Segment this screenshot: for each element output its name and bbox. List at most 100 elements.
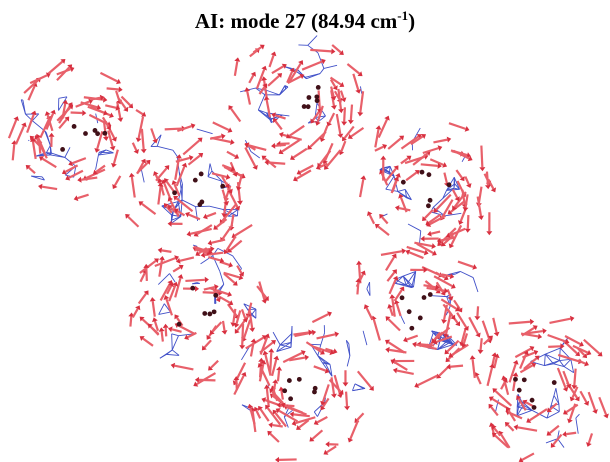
atom [202, 311, 207, 316]
arrow-shaft [190, 229, 211, 234]
arrow-head [325, 441, 329, 447]
bond [159, 304, 165, 315]
arrow-shaft [197, 373, 216, 384]
arrow-shaft [166, 328, 167, 337]
bond [32, 121, 44, 131]
arrow-shaft [107, 88, 119, 89]
atom [207, 312, 212, 317]
atom [447, 182, 452, 187]
arrow-shaft [270, 434, 279, 442]
bond [320, 68, 324, 73]
atom [212, 309, 217, 314]
arrow-shaft [357, 413, 363, 420]
arrow-head [77, 177, 81, 183]
bond [460, 271, 473, 277]
arrow-shaft [406, 173, 416, 181]
arrow-shaft [378, 226, 389, 235]
arrow-head [222, 330, 228, 334]
arrow-shaft [247, 91, 250, 104]
arrow-shaft [401, 137, 418, 149]
arrow-head [420, 236, 424, 242]
displacement-arrows [9, 45, 609, 462]
bond [363, 331, 367, 345]
bond [308, 36, 317, 46]
arrow-shaft [501, 382, 505, 390]
atom [427, 172, 432, 177]
arrow-shaft [77, 195, 88, 198]
atom [83, 131, 88, 136]
bond [576, 414, 580, 418]
arrow-shaft [155, 321, 158, 331]
arrow-shaft [322, 125, 327, 138]
arrow-shaft [353, 74, 358, 90]
bond [564, 359, 571, 366]
arrow-head [239, 345, 245, 349]
arrow-shaft [213, 122, 229, 130]
arrow-head [275, 457, 279, 462]
arrow-shaft [117, 102, 120, 118]
arrow-shaft [341, 91, 344, 99]
arrow-shaft [481, 338, 482, 350]
bond [558, 439, 565, 448]
atom [95, 131, 100, 136]
bond [65, 147, 70, 157]
bond [267, 91, 279, 95]
bond [576, 418, 578, 434]
arrow-head [342, 382, 348, 386]
bond [47, 145, 51, 152]
bond [462, 157, 464, 161]
arrow-shaft [337, 114, 341, 134]
bond [172, 334, 179, 336]
bond [432, 296, 447, 297]
atom [213, 293, 218, 298]
atom [522, 377, 527, 382]
title-superscript: -1 [397, 8, 408, 23]
arrow-shaft [207, 213, 216, 217]
atom [400, 295, 405, 300]
arrow-shaft [205, 340, 212, 347]
atom [426, 203, 431, 208]
arrow-shaft [269, 55, 273, 67]
arrow-head [136, 138, 142, 143]
arrow-shaft [173, 267, 180, 271]
arrow-head [230, 139, 235, 145]
atom [220, 184, 225, 189]
arrow-shaft [444, 173, 446, 183]
bond [141, 169, 144, 182]
bond [551, 395, 554, 406]
bond [305, 77, 306, 78]
bond [314, 412, 317, 417]
arrow-shaft [239, 174, 242, 187]
arrow-head [389, 294, 395, 298]
arrow-shaft [158, 186, 160, 204]
arrow-shaft [487, 172, 488, 186]
arrow-shaft [33, 142, 36, 159]
arrow-shaft [452, 345, 468, 355]
arrow-shaft [211, 361, 218, 368]
arrow-head [395, 205, 400, 211]
bond [258, 95, 264, 110]
arrow-shaft [242, 324, 243, 345]
bond [517, 410, 532, 415]
bond [321, 333, 325, 345]
arrow-head [412, 342, 417, 348]
arrow-shaft [132, 177, 135, 198]
arrow-shaft [550, 426, 559, 433]
atom [530, 398, 535, 403]
arrow-shaft [344, 107, 345, 121]
arrow-shaft [566, 433, 576, 434]
arrow-shaft [69, 171, 83, 178]
figure-title: AI: mode 27 (84.94 cm-1) [195, 8, 415, 33]
arrow-head [195, 286, 199, 292]
arrow-head [335, 331, 340, 337]
arrow-shaft [153, 301, 155, 317]
arrow-shaft [283, 135, 302, 140]
arrow-shaft [261, 409, 269, 421]
arrow-head [251, 338, 257, 342]
arrow-shaft [469, 317, 478, 334]
framework-bonds [21, 36, 579, 448]
arrow-head [562, 431, 566, 437]
arrow-head [38, 184, 42, 190]
arrow-shaft [16, 126, 24, 144]
atom [315, 98, 320, 103]
